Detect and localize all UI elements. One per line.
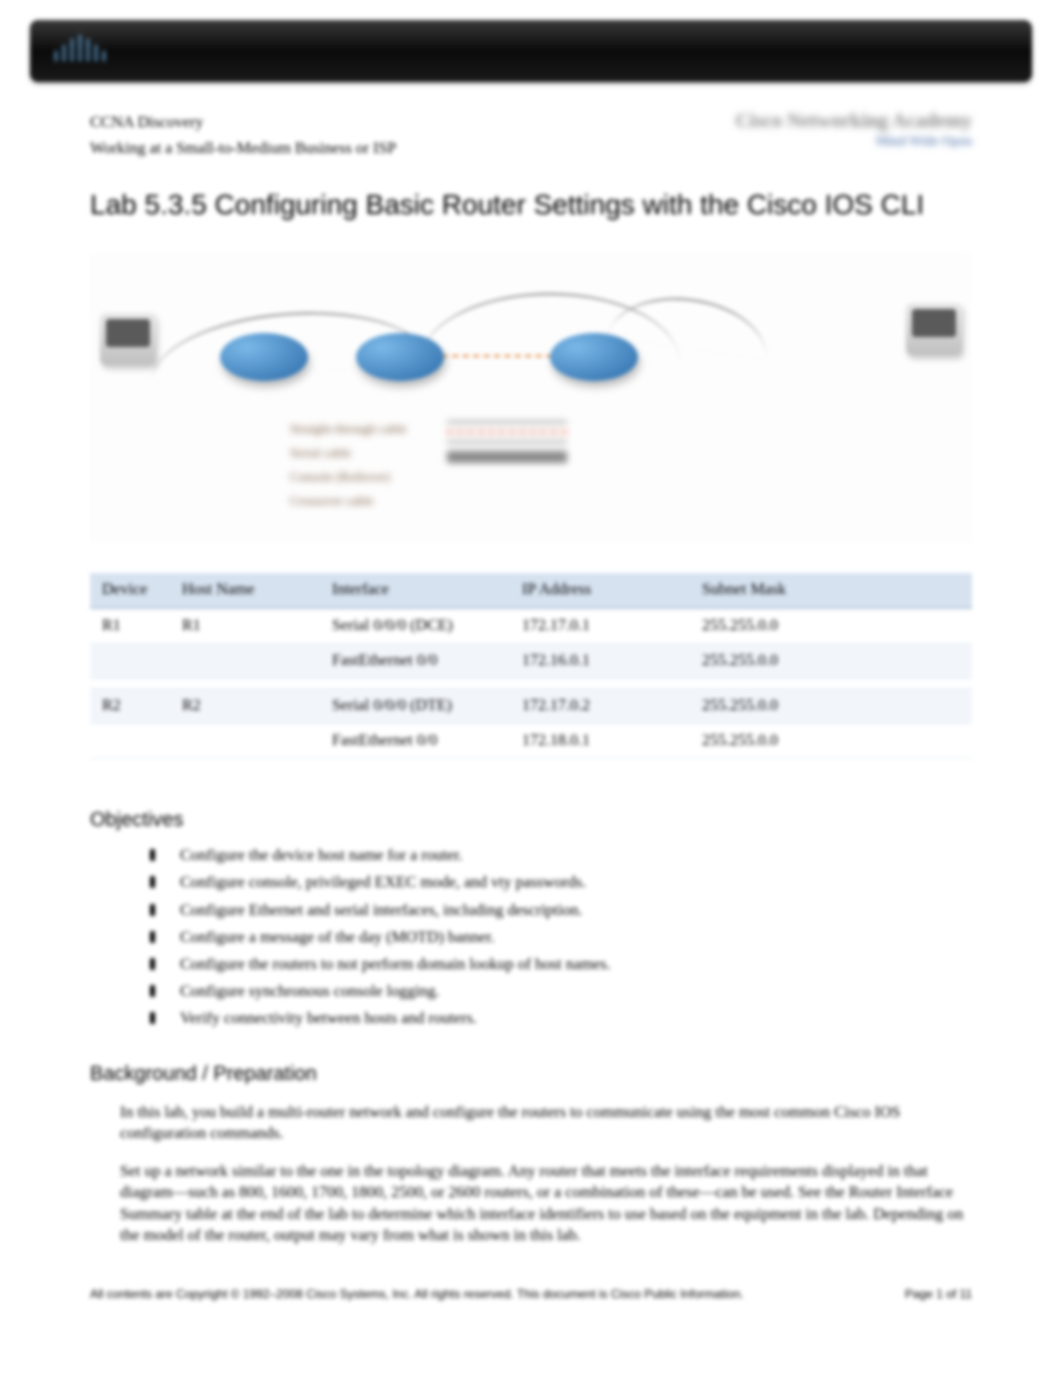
background-heading: Background / Preparation bbox=[0, 1053, 1062, 1096]
cell-mask: 255.255.0.0 bbox=[690, 644, 972, 679]
legend-swatch bbox=[447, 451, 567, 463]
objectives-list: Configure the device host name for a rou… bbox=[0, 842, 1062, 1052]
table-body: R1 R1 Serial 0/0/0 (DCE) 172.17.0.1 255.… bbox=[90, 608, 972, 759]
cell-mask: 255.255.0.0 bbox=[690, 689, 972, 724]
legend-swatch bbox=[447, 421, 567, 423]
page-number: Page 1 of 11 bbox=[905, 1287, 972, 1301]
cell-ip: 172.17.0.2 bbox=[510, 689, 690, 724]
table-header: Interface bbox=[320, 573, 510, 608]
host-icon bbox=[100, 313, 156, 365]
legend-swatch bbox=[447, 431, 567, 433]
lab-title: Lab 5.3.5 Configuring Basic Router Setti… bbox=[0, 161, 1062, 233]
page-footer: All contents are Copyright © 1992–2008 C… bbox=[0, 1257, 1062, 1341]
cisco-logo-icon bbox=[52, 32, 106, 70]
background-paragraph: Set up a network similar to the one in t… bbox=[0, 1155, 1062, 1257]
objective-item: Configure synchronous console logging. bbox=[150, 978, 972, 1005]
topology-diagram: Straight-through cable Serial cable Cons… bbox=[90, 253, 972, 543]
cell-iface: FastEthernet 0/0 bbox=[320, 644, 510, 679]
objectives-heading: Objectives bbox=[0, 799, 1062, 842]
table-row: R1 R1 Serial 0/0/0 (DCE) 172.17.0.1 255.… bbox=[90, 608, 972, 644]
cell-mask: 255.255.0.0 bbox=[690, 608, 972, 644]
cell-device: R2 bbox=[90, 689, 170, 724]
objective-item: Configure console, privileged EXEC mode,… bbox=[150, 869, 972, 896]
cell-ip: 172.18.0.1 bbox=[510, 724, 690, 759]
router-icon bbox=[550, 333, 638, 381]
router-icon bbox=[356, 333, 444, 381]
table-row: FastEthernet 0/0 172.18.0.1 255.255.0.0 bbox=[90, 724, 972, 759]
legend-swatch bbox=[447, 441, 567, 443]
cell-ip: 172.16.0.1 bbox=[510, 644, 690, 679]
academy-tagline: Mind Wide Open bbox=[735, 133, 972, 149]
host-icon bbox=[906, 303, 962, 355]
cell-host bbox=[170, 644, 320, 679]
legend-label: Straight-through cable bbox=[290, 421, 407, 437]
legend-label: Console (Rollover) bbox=[290, 469, 390, 485]
cell-iface: Serial 0/0/0 (DTE) bbox=[320, 689, 510, 724]
objective-item: Verify connectivity between hosts and ro… bbox=[150, 1005, 972, 1032]
cell-host bbox=[170, 724, 320, 759]
topology-legend: Straight-through cable Serial cable Cons… bbox=[290, 421, 812, 509]
legend-label: Crossover cable bbox=[290, 493, 373, 509]
addressing-table: Device Host Name Interface IP Address Su… bbox=[90, 573, 972, 759]
cell-mask: 255.255.0.0 bbox=[690, 724, 972, 759]
cell-ip: 172.17.0.1 bbox=[510, 608, 690, 644]
cell-host: R2 bbox=[170, 689, 320, 724]
table-header: IP Address bbox=[510, 573, 690, 608]
objective-item: Configure Ethernet and serial interfaces… bbox=[150, 897, 972, 924]
table-header: Host Name bbox=[170, 573, 320, 608]
legend-label: Serial cable bbox=[290, 445, 351, 461]
router-icon bbox=[220, 333, 308, 381]
table-row: FastEthernet 0/0 172.16.0.1 255.255.0.0 bbox=[90, 644, 972, 679]
table-header: Device bbox=[90, 573, 170, 608]
objective-item: Configure the routers to not perform dom… bbox=[150, 951, 972, 978]
cell-device bbox=[90, 644, 170, 679]
course-subtitle: Working at a Small-to-Medium Business or… bbox=[90, 136, 396, 162]
background-paragraph: In this lab, you build a multi-router ne… bbox=[0, 1096, 1062, 1155]
document-header: CCNA Discovery Working at a Small-to-Med… bbox=[0, 82, 1062, 161]
table-header: Subnet Mask bbox=[690, 573, 972, 608]
course-name: CCNA Discovery bbox=[90, 110, 396, 136]
cell-device: R1 bbox=[90, 608, 170, 644]
academy-name: Cisco Networking Academy bbox=[735, 110, 972, 133]
objective-item: Configure a message of the day (MOTD) ba… bbox=[150, 924, 972, 951]
cell-iface: Serial 0/0/0 (DCE) bbox=[320, 608, 510, 644]
objective-item: Configure the device host name for a rou… bbox=[150, 842, 972, 869]
table-spacer bbox=[90, 679, 972, 689]
table-row: R2 R2 Serial 0/0/0 (DTE) 172.17.0.2 255.… bbox=[90, 689, 972, 724]
cell-iface: FastEthernet 0/0 bbox=[320, 724, 510, 759]
serial-link-line bbox=[442, 355, 552, 357]
cell-host: R1 bbox=[170, 608, 320, 644]
copyright-text: All contents are Copyright © 1992–2008 C… bbox=[90, 1287, 744, 1301]
cell-device bbox=[90, 724, 170, 759]
top-banner bbox=[30, 20, 1032, 82]
